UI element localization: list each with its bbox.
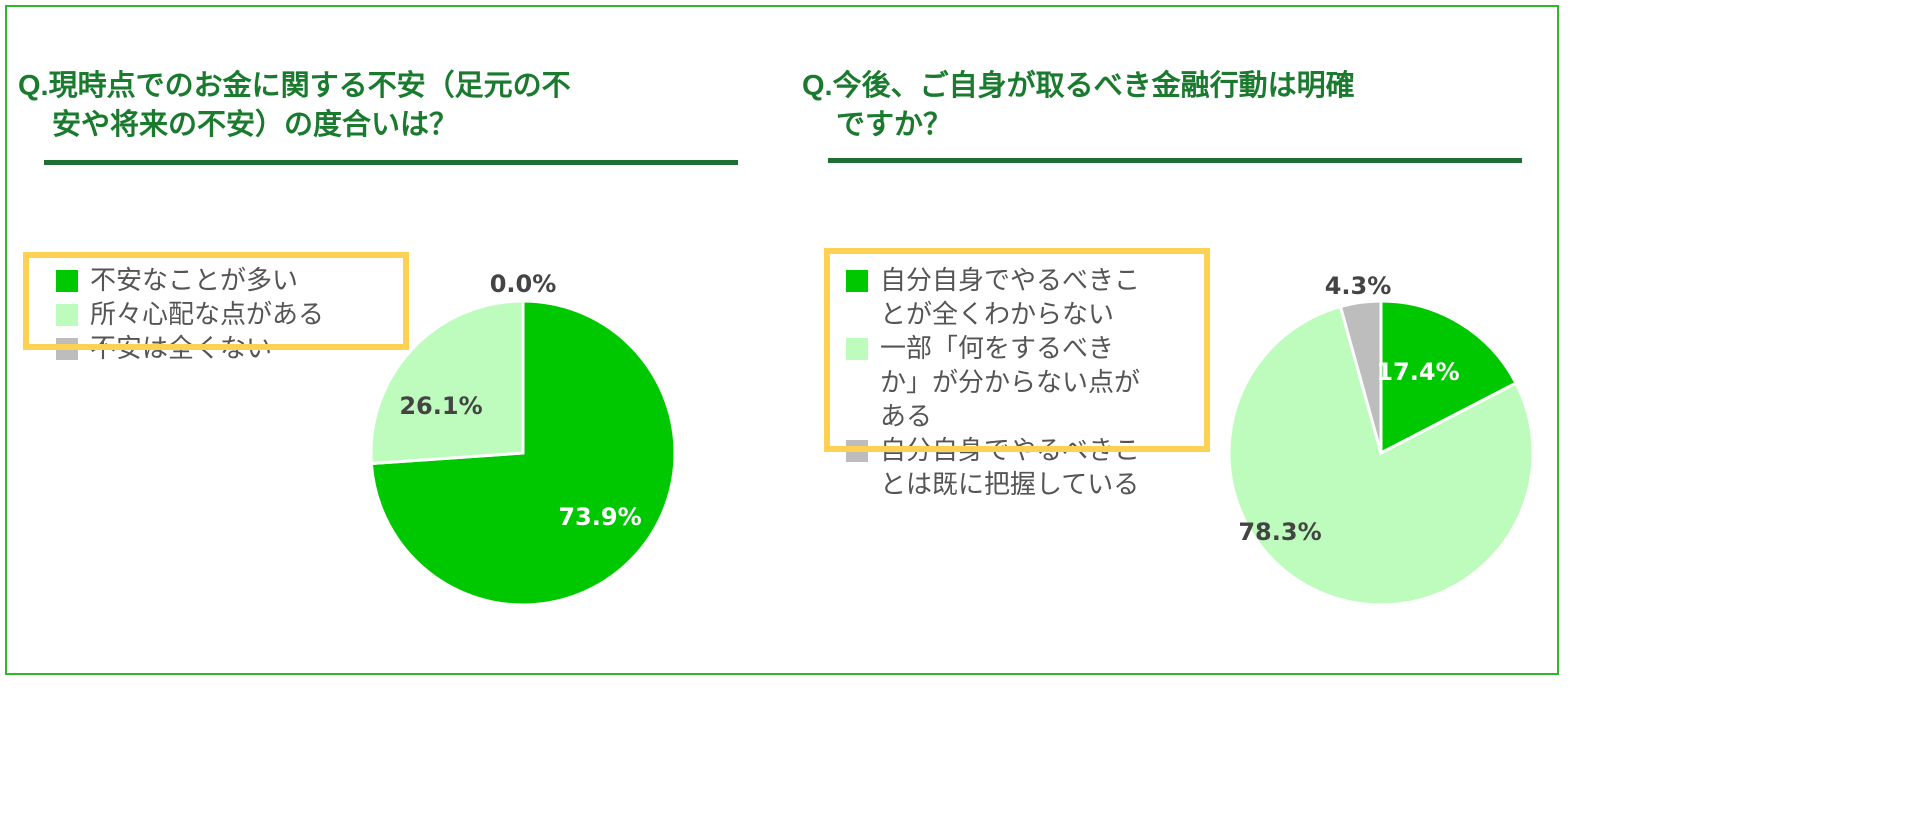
legend-label: 所々心配な点がある (90, 300, 325, 330)
pie-slice (369, 299, 525, 466)
chart-title-right: Q.今後、ご自身が取るべき金融行動は明確 ですか？ (802, 66, 1502, 143)
legend-swatch (56, 270, 78, 292)
legend-swatch (846, 270, 868, 292)
pie-slice (1379, 299, 1519, 456)
legend-label-line: とが全くわからない (880, 300, 1115, 330)
chart-panel-left: Q.現時点でのお金に関する不安（足元の不 安や将来の不安）の度合いは？ 不安なこ… (0, 0, 780, 680)
legend-highlight-box (824, 248, 1210, 452)
title-line: ですか？ (836, 107, 953, 141)
legend-item: 不安なことが多い (56, 264, 386, 298)
data-label: 0.0% (490, 270, 557, 298)
legend-item: 一部「何をするべき か」が分からない点が ある (846, 332, 1166, 434)
data-label: 78.3% (1238, 518, 1321, 546)
pie-slice (1338, 299, 1383, 454)
pie-chart-right: 17.4% 78.3% 4.3% (1227, 272, 1535, 607)
data-label: 17.4% (1376, 358, 1459, 386)
title-line: Q.現時点でのお金に関する不安（足元の不 (18, 70, 571, 102)
title-line: Q.今後、ご自身が取るべき金融行動は明確 (802, 70, 1355, 102)
legend-swatch (56, 304, 78, 326)
data-label: 73.9% (558, 503, 641, 531)
legend-label-line: 一部「何をするべき (880, 334, 1115, 364)
chart-title-left: Q.現時点でのお金に関する不安（足元の不 安や将来の不安）の度合いは？ (18, 66, 718, 143)
data-label: 4.3% (1325, 272, 1392, 300)
legend-item: 自分自身でやるべきこ とが全くわからない (846, 264, 1166, 332)
legend-label-line: ある (880, 402, 933, 432)
pie-chart-left: 73.9% 26.1% 0.0% (369, 270, 677, 607)
legend-label-line: とは既に把握している (880, 470, 1140, 500)
data-label: 26.1% (399, 392, 482, 420)
legend-label-line: か」が分からない点が (880, 368, 1141, 398)
pie-slice (1227, 304, 1535, 607)
legend-swatch (846, 338, 868, 360)
legend-highlight-box (23, 252, 409, 350)
chart-panel-right: Q.今後、ご自身が取るべき金融行動は明確 ですか？ 自分自身でやるべきこ とが全… (784, 0, 1564, 680)
legend-label: 不安なことが多い (90, 266, 299, 296)
title-underline (828, 158, 1522, 163)
legend-item: 所々心配な点がある (56, 298, 386, 332)
legend-label-line: 自分自身でやるべきこ (880, 266, 1141, 296)
legend-right: 自分自身でやるべきこ とが全くわからない 一部「何をするべき か」が分からない点… (846, 264, 1166, 502)
title-underline (44, 160, 738, 165)
title-line: 安や将来の不安）の度合いは？ (52, 107, 459, 141)
